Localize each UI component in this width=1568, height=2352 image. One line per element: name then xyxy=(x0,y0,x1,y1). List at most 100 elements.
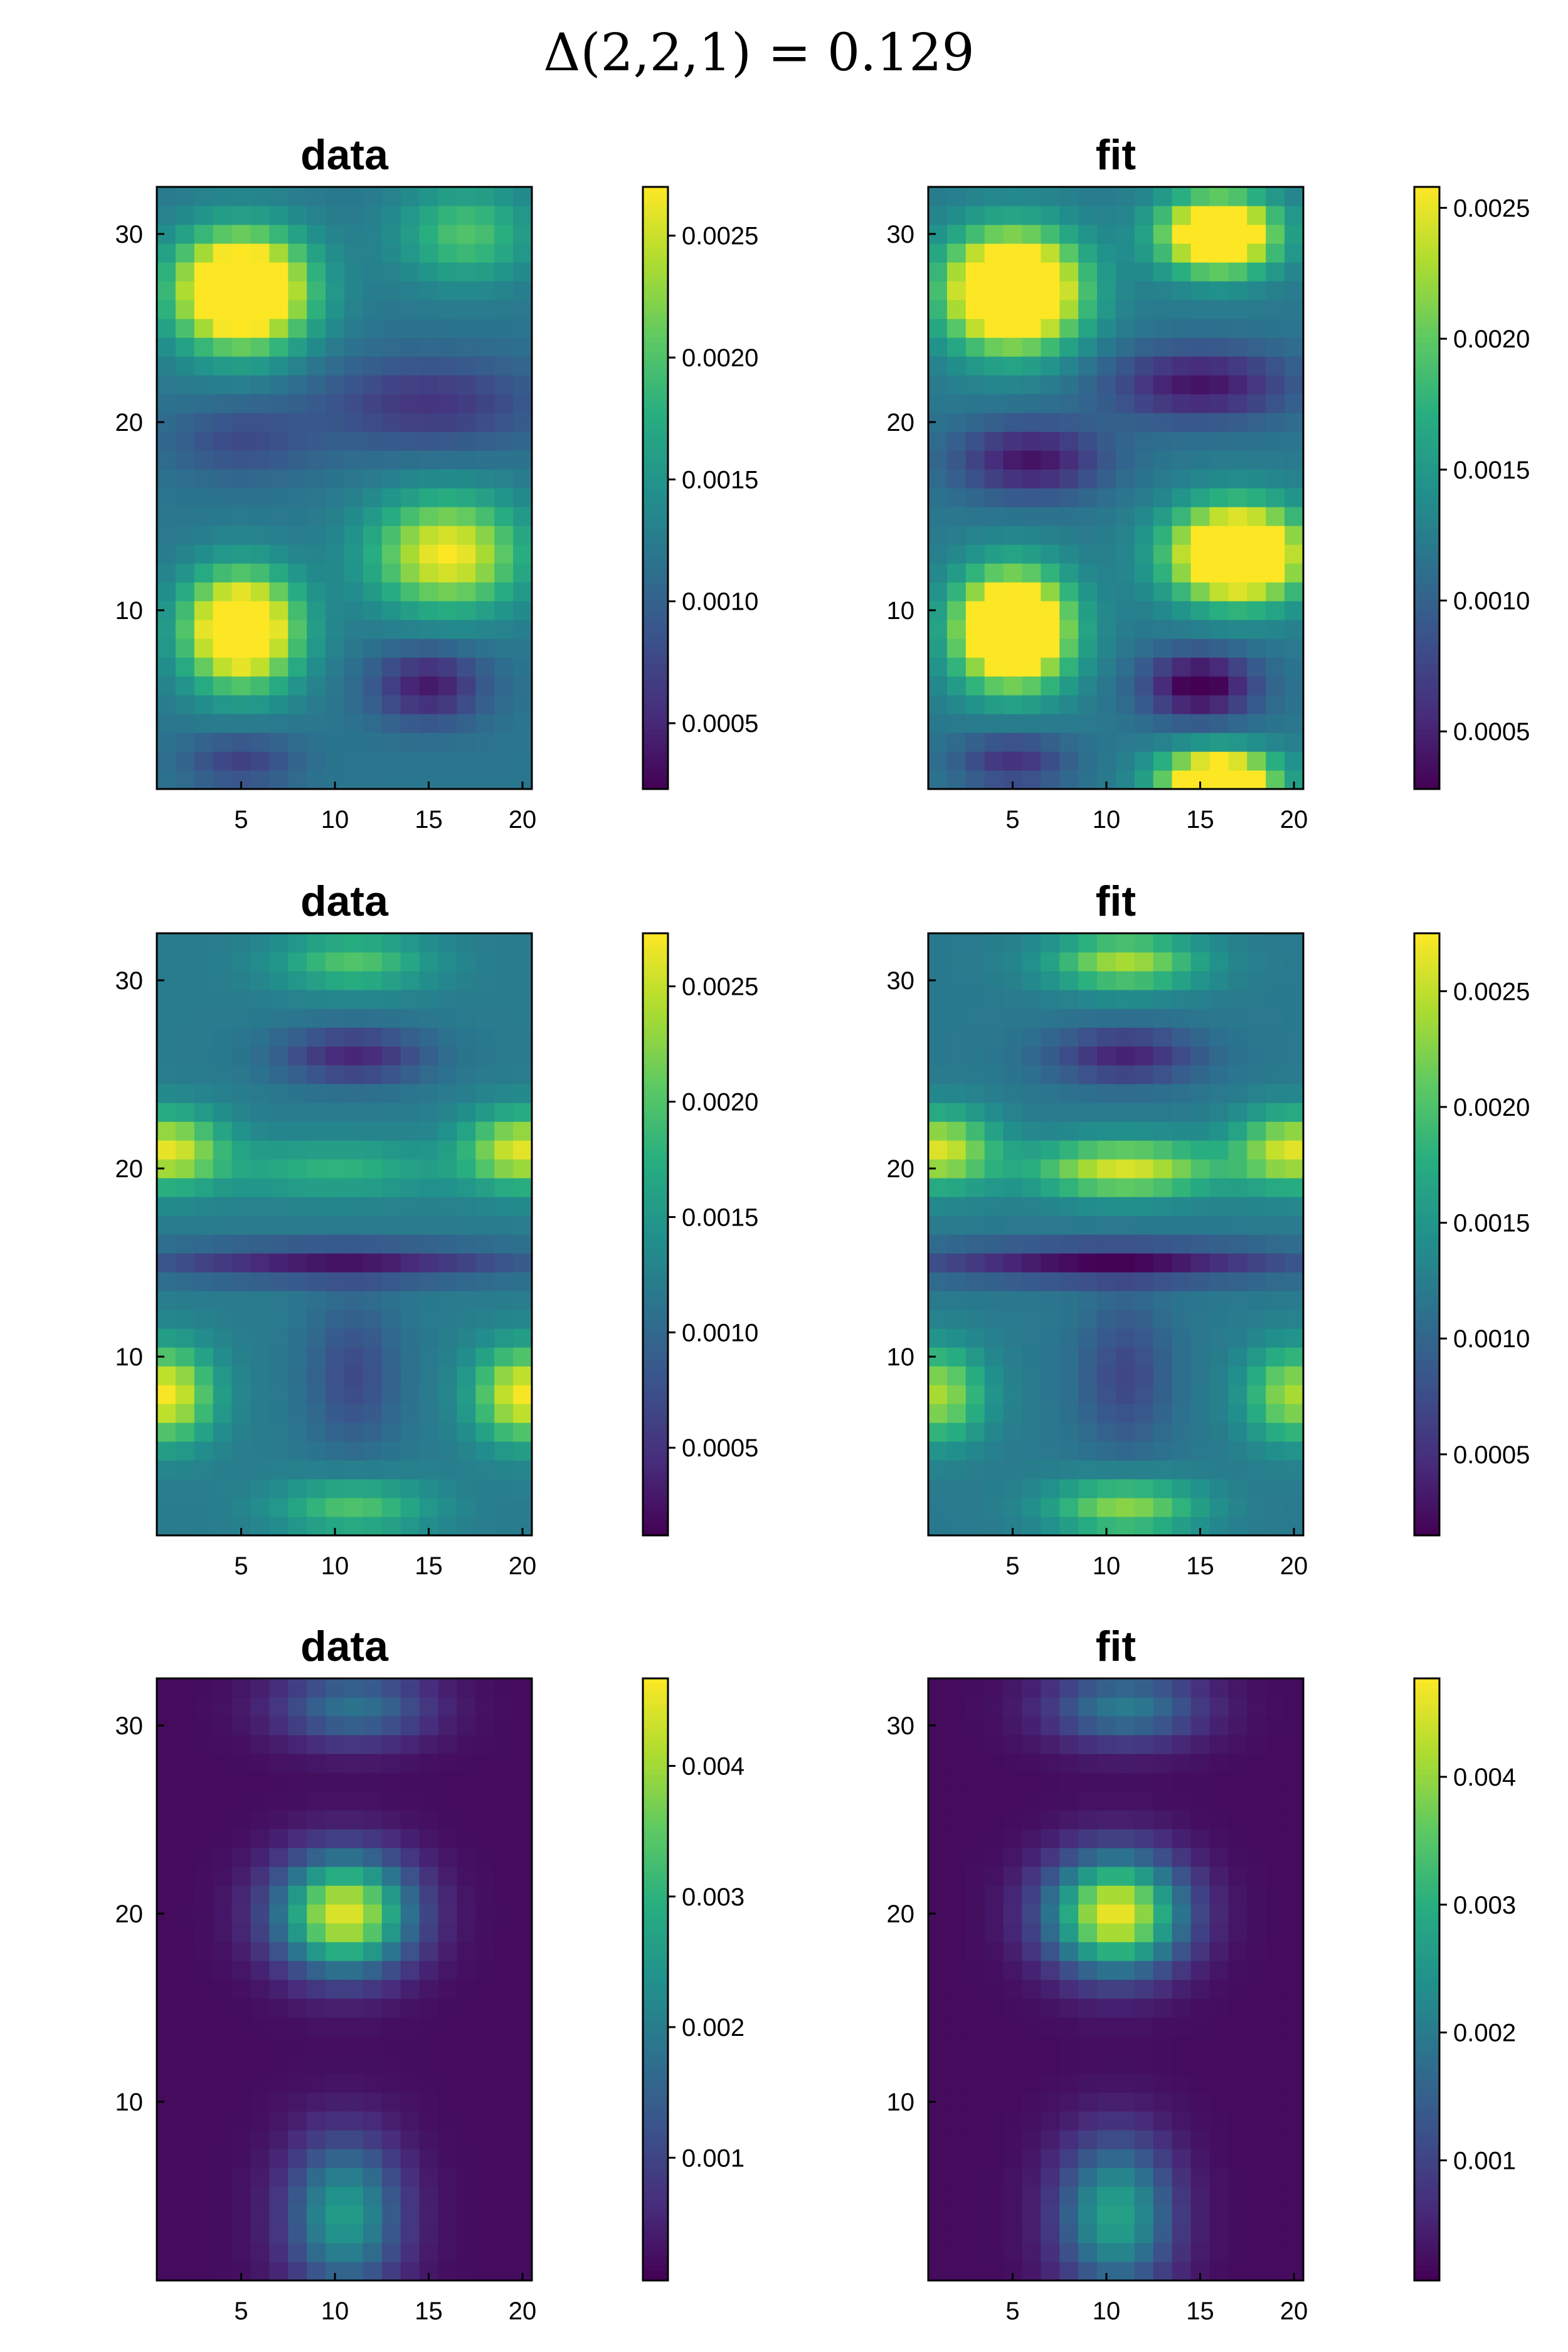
heatmap-cell xyxy=(1134,1829,1154,1848)
heatmap-cell xyxy=(1153,1810,1173,1830)
heatmap-cell xyxy=(928,1009,948,1028)
heatmap-cell xyxy=(400,1867,420,1886)
heatmap-cell xyxy=(1228,770,1248,790)
heatmap-cell xyxy=(1003,2205,1023,2225)
heatmap-cell xyxy=(1209,1272,1229,1291)
heatmap-cell xyxy=(494,2168,514,2187)
heatmap-cell xyxy=(1097,1159,1116,1179)
heatmap-cell xyxy=(1228,952,1248,972)
heatmap-cell xyxy=(475,1159,495,1179)
heatmap-cell xyxy=(494,1253,514,1273)
heatmap-cell xyxy=(326,2149,345,2168)
colorbar-segment xyxy=(643,1739,668,1744)
heatmap-cell xyxy=(965,1216,985,1235)
heatmap-cell xyxy=(946,1479,967,1498)
heatmap-cell xyxy=(194,1347,214,1367)
heatmap-cell xyxy=(363,601,383,620)
heatmap-cell xyxy=(1003,1103,1023,1122)
heatmap-cells xyxy=(928,1678,1304,2281)
heatmap-cell xyxy=(438,1366,457,1385)
heatmap-cell xyxy=(1285,1291,1304,1310)
heatmap-cell xyxy=(1228,544,1248,564)
colorbar-segment xyxy=(1414,1069,1439,1074)
heatmap-cell xyxy=(1078,375,1098,395)
heatmap-cell xyxy=(269,281,289,300)
heatmap-cell xyxy=(1153,1009,1173,1028)
colorbar-segment xyxy=(1414,2200,1439,2206)
heatmap-cell xyxy=(928,695,948,714)
heatmap-cell xyxy=(946,2262,967,2281)
heatmap-cell xyxy=(1116,187,1135,206)
heatmap-cell xyxy=(363,2262,383,2281)
heatmap-cell xyxy=(1266,1103,1285,1122)
heatmap-cell xyxy=(984,1904,1004,1924)
heatmap-cell xyxy=(175,300,195,319)
heatmap-cell xyxy=(344,2017,364,2037)
heatmap-cell xyxy=(457,2074,476,2093)
heatmap-cell xyxy=(194,1517,214,1536)
colorbar-segment xyxy=(1414,2130,1439,2136)
heatmap-cell xyxy=(288,243,307,263)
heatmap-cell xyxy=(984,1027,1004,1047)
colorbar-tick-label: 0.0010 xyxy=(1453,587,1530,615)
heatmap-cell xyxy=(1172,714,1192,733)
heatmap-cell xyxy=(1116,1735,1135,1754)
heatmap-cell xyxy=(419,1234,439,1254)
heatmap-cell xyxy=(946,337,967,357)
heatmap-cell xyxy=(1116,2262,1135,2281)
heatmap-cell xyxy=(1059,507,1079,526)
heatmap-cell xyxy=(1116,1441,1135,1461)
heatmap-cell xyxy=(344,1810,364,1830)
heatmap-cell xyxy=(250,2149,270,2168)
heatmap-cell xyxy=(1266,1310,1285,1329)
colorbar-segment xyxy=(1414,2045,1439,2050)
heatmap-cell xyxy=(1153,187,1173,206)
heatmap-cell xyxy=(513,1422,532,1442)
heatmap-cell xyxy=(1266,1791,1285,1811)
heatmap-cell xyxy=(457,507,476,526)
heatmap-cell xyxy=(928,1867,948,1886)
colorbar-segment xyxy=(643,2210,668,2216)
colorbar-segment xyxy=(643,2155,668,2161)
heatmap-cell xyxy=(513,1697,532,1717)
heatmap-cell xyxy=(494,1848,514,1867)
heatmap-cell xyxy=(231,507,252,526)
colorbar-segment xyxy=(643,1759,668,1764)
colorbar-segment xyxy=(1414,1934,1439,1940)
heatmap-cell xyxy=(307,2130,326,2149)
heatmap-cell xyxy=(1097,2017,1116,2037)
heatmap-cell xyxy=(1285,375,1304,395)
heatmap-cell xyxy=(363,2243,383,2262)
heatmap-cell xyxy=(326,714,345,733)
heatmap-cell xyxy=(381,1498,401,1517)
heatmap-cell xyxy=(457,657,476,677)
heatmap-cell xyxy=(1209,695,1229,714)
heatmap-cell xyxy=(457,206,476,225)
heatmap-cell xyxy=(494,526,514,545)
heatmap-cell xyxy=(1209,2130,1229,2149)
colorbar-segment xyxy=(643,1480,668,1486)
heatmap-cell xyxy=(269,1867,289,1886)
heatmap-cell xyxy=(1078,971,1098,990)
heatmap-cell xyxy=(307,1498,326,1517)
heatmap-cell xyxy=(928,432,948,451)
heatmap-cell xyxy=(1153,469,1173,489)
heatmap-cell xyxy=(344,1791,364,1811)
heatmap-cell xyxy=(513,1159,532,1179)
colorbar-segment xyxy=(1414,237,1439,243)
heatmap-cell xyxy=(475,952,495,972)
heatmap-cell xyxy=(1041,1979,1060,1999)
heatmap-cell xyxy=(269,638,289,658)
heatmap-cell xyxy=(457,1791,476,1811)
heatmap-cell xyxy=(194,2017,214,2037)
colorbar-segment xyxy=(643,2235,668,2241)
heatmap-cell xyxy=(438,1291,457,1310)
heatmap-cell xyxy=(157,2036,176,2055)
heatmap-cell xyxy=(1022,337,1041,357)
colorbar-segment xyxy=(643,443,668,448)
heatmap-cell xyxy=(269,1772,289,1792)
heatmap-cell xyxy=(1078,488,1098,507)
heatmap-cell xyxy=(363,1159,383,1179)
heatmap-cell xyxy=(1285,337,1304,357)
heatmap-cell xyxy=(250,1885,270,1905)
